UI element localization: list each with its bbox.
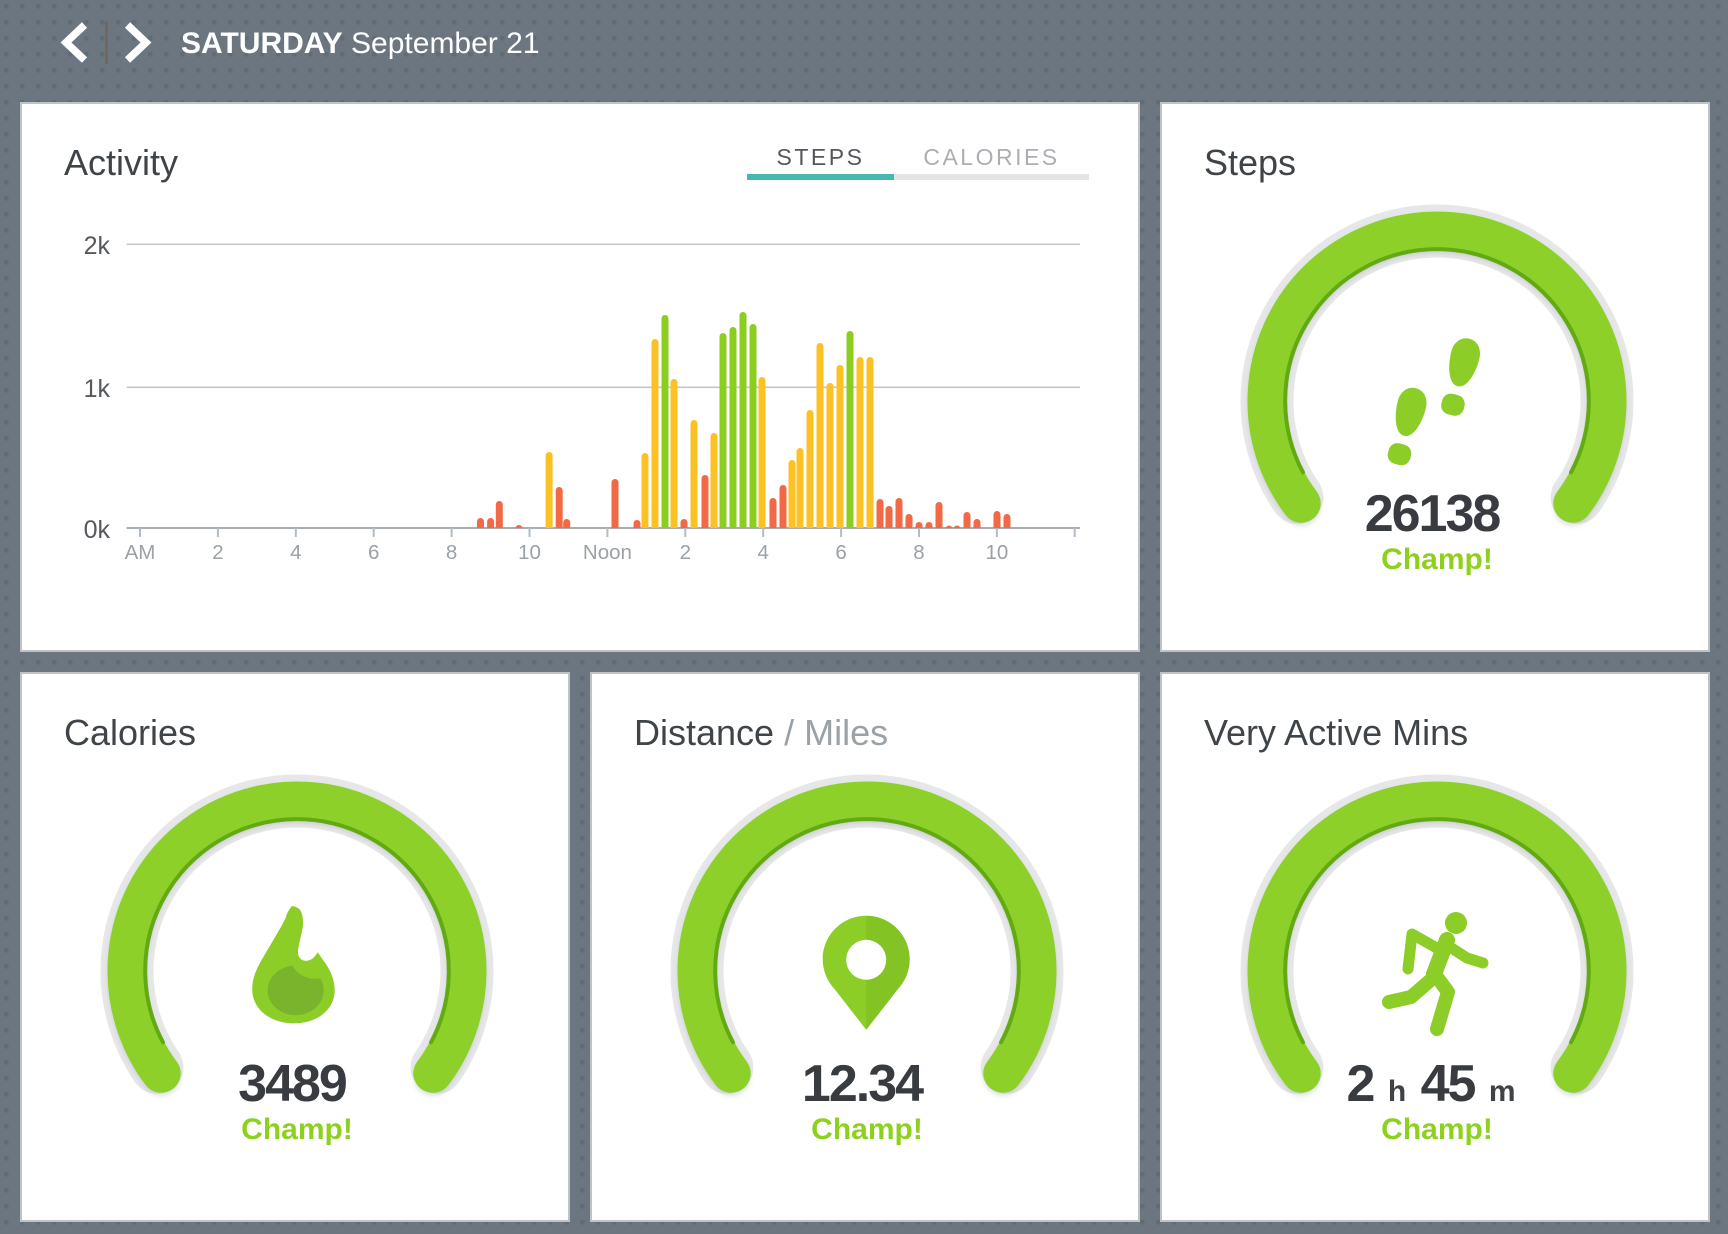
svg-text:2: 2: [680, 541, 691, 564]
svg-text:10: 10: [985, 541, 1008, 564]
svg-text:8: 8: [446, 541, 457, 564]
svg-text:6: 6: [835, 541, 846, 564]
svg-text:6: 6: [368, 541, 379, 564]
svg-text:2k: 2k: [84, 232, 111, 260]
svg-text:4: 4: [757, 541, 768, 564]
svg-text:2: 2: [212, 541, 223, 564]
svg-text:8: 8: [913, 541, 924, 564]
svg-text:AM: AM: [125, 541, 156, 564]
svg-text:Noon: Noon: [583, 541, 632, 564]
svg-text:4: 4: [290, 541, 301, 564]
svg-text:10: 10: [518, 541, 541, 564]
svg-text:0k: 0k: [84, 516, 111, 544]
svg-text:1k: 1k: [84, 375, 111, 403]
